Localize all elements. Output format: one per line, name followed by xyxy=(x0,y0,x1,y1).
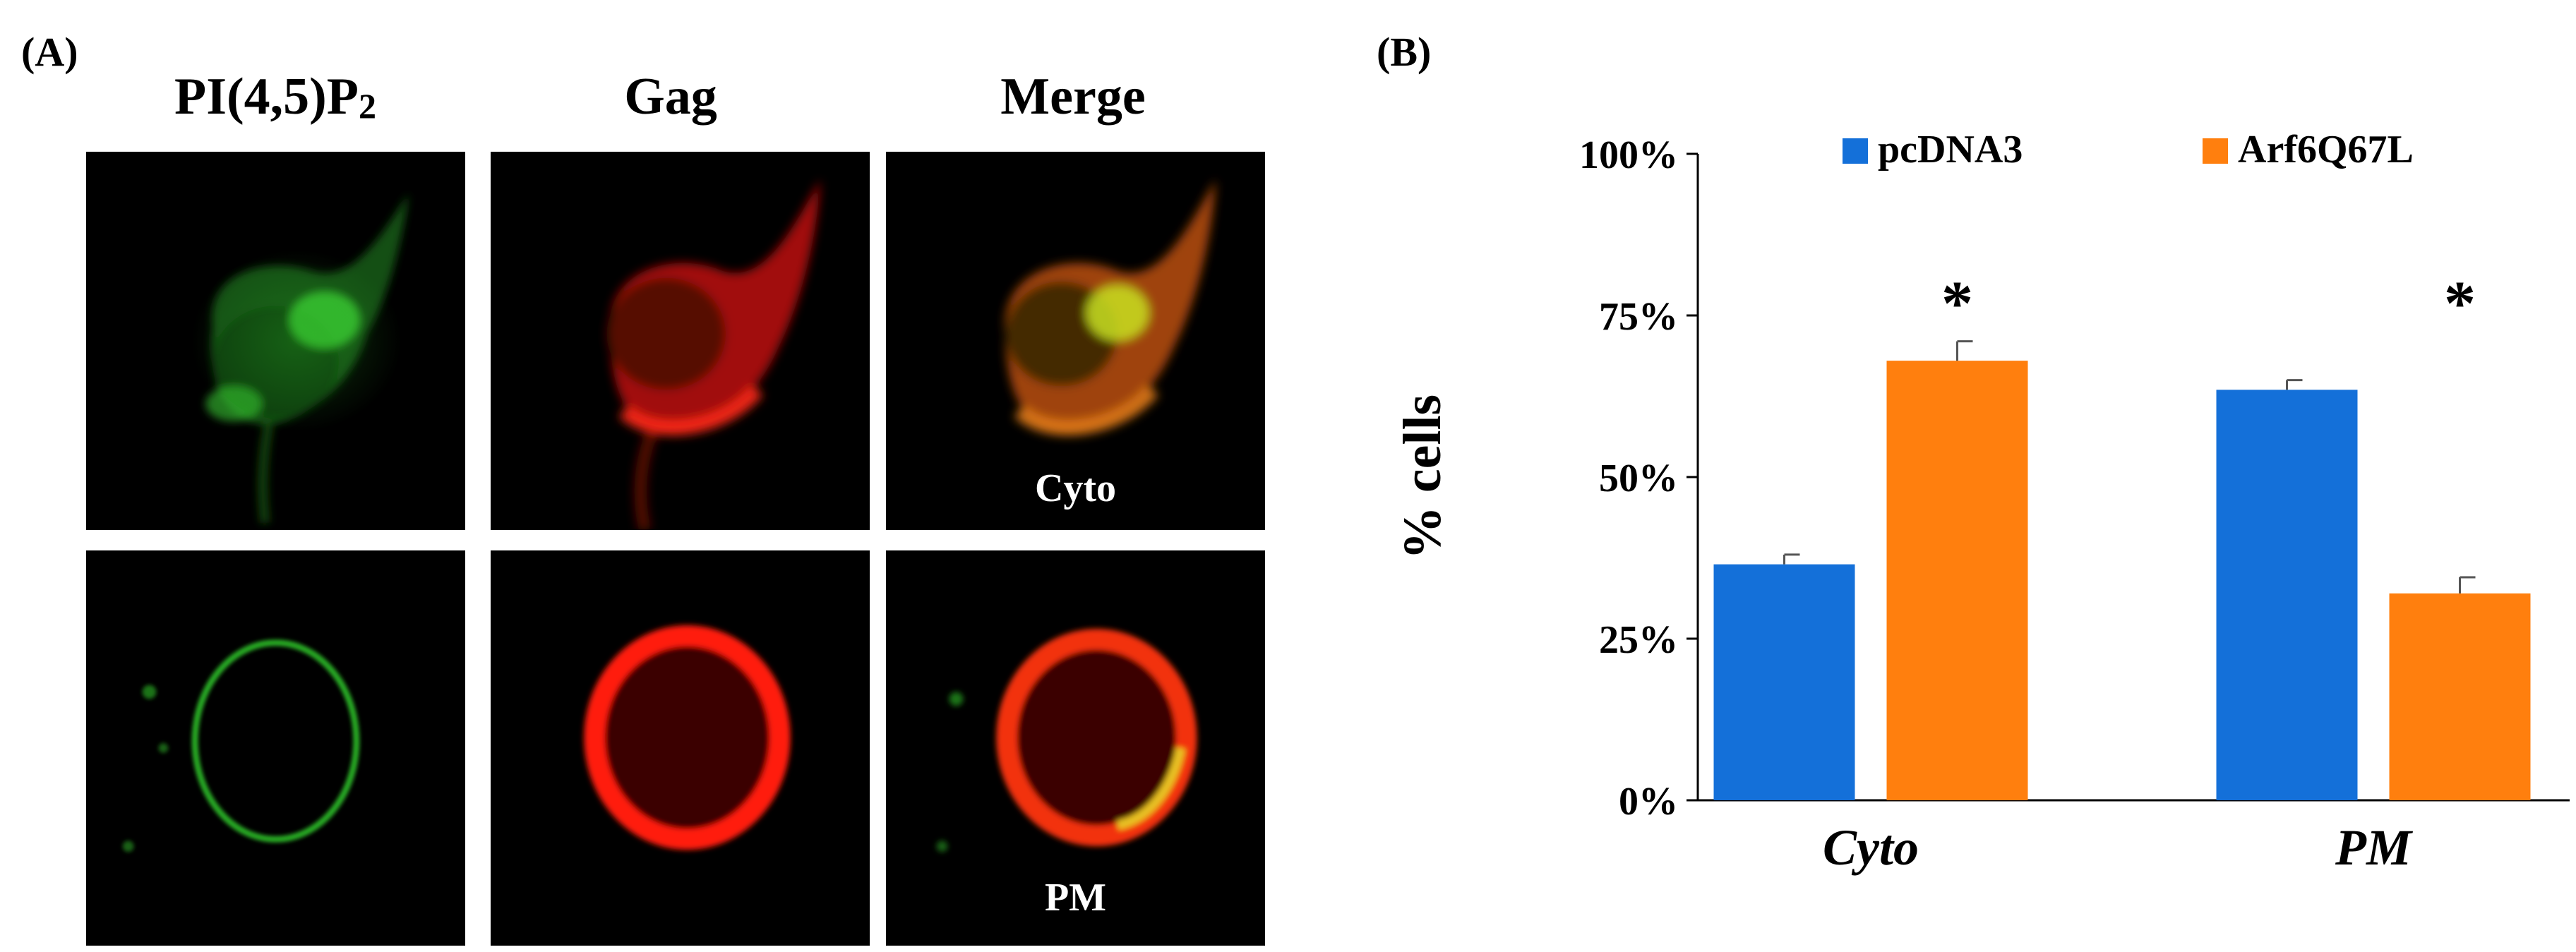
x-category-label-cyto: Cyto xyxy=(1823,819,1919,876)
y-tick-label: 50% xyxy=(1599,457,1678,500)
micrograph-pi-cyto xyxy=(86,152,465,530)
bar-arf6q67l-pm xyxy=(2389,593,2531,800)
bar-pcdna3-cyto xyxy=(1713,564,1855,800)
significance-star: * xyxy=(2444,269,2476,339)
micrograph-gag-pm xyxy=(491,550,870,946)
bar-pcdna3-pm xyxy=(2216,390,2358,800)
column-header-pi-text: PI(4,5)P xyxy=(174,68,359,126)
micrograph-gag-cyto xyxy=(491,152,870,530)
legend-swatch-pcdna3 xyxy=(1843,138,1868,164)
y-tick-label: 75% xyxy=(1599,295,1678,339)
legend-label-arf6q67l: Arf6Q67L xyxy=(2238,128,2414,171)
y-axis-label: % cells xyxy=(1393,394,1452,560)
micrograph-merge-cyto xyxy=(886,152,1265,530)
legend-label-pcdna3: pcDNA3 xyxy=(1878,128,2023,171)
row-label-pm: PM xyxy=(1044,876,1107,920)
cell-image-pi-cyto xyxy=(191,193,409,524)
column-header-pi45p2: PI(4,5)P2 xyxy=(85,67,466,127)
y-tick-label: 25% xyxy=(1599,618,1678,662)
micrograph-pi-pm xyxy=(86,550,465,946)
y-tick-label: 0% xyxy=(1619,780,1678,824)
legend-swatch-arf6q67l xyxy=(2203,138,2228,164)
cell-image-pi-pm xyxy=(122,639,360,852)
bar-arf6q67l-cyto xyxy=(1886,361,2028,800)
column-header-merge: Merge xyxy=(1000,68,1146,126)
cell-image-merge-pm xyxy=(936,628,1197,852)
micrograph-merge-pm xyxy=(886,550,1265,946)
cell-image-gag-pm xyxy=(584,625,791,850)
x-category-label-pm: PM xyxy=(2335,819,2414,876)
column-header-gag: Gag xyxy=(624,68,717,126)
row-label-cyto: Cyto xyxy=(1034,466,1117,510)
panel-b-label: (B) xyxy=(1377,29,1432,75)
cell-image-gag-cyto xyxy=(606,179,821,530)
significance-star: * xyxy=(1941,269,1973,339)
y-tick-label: 100% xyxy=(1579,133,1678,177)
cell-image-merge-cyto xyxy=(1005,179,1216,435)
panel-a-label: (A) xyxy=(21,29,78,75)
column-header-pi-subscript: 2 xyxy=(359,86,376,126)
